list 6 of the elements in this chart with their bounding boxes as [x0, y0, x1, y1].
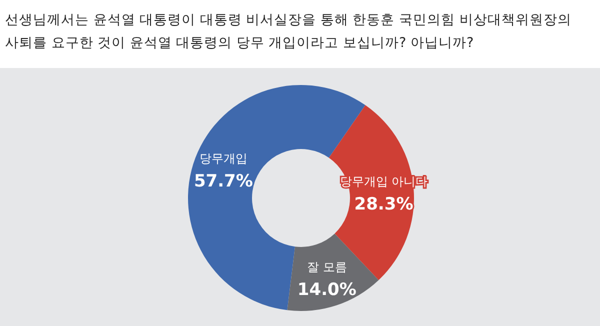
slice-label: 당무개입 [199, 151, 248, 166]
data-label: 14.0% [297, 280, 356, 300]
data-label: 28.3% [354, 194, 414, 215]
data-label: 57.7% [194, 171, 253, 192]
chart-title: 선생님께서는 윤석열 대통령이 대통령 비서실장을 통해 한동훈 국민의힘 비상대책위원장의 사퇴를 요구한 것이 윤석열 대통령의 당무 개입이라고 보십니까? 아닙니까? [5, 12, 572, 51]
slice-label: 잘 모름 [307, 260, 347, 274]
